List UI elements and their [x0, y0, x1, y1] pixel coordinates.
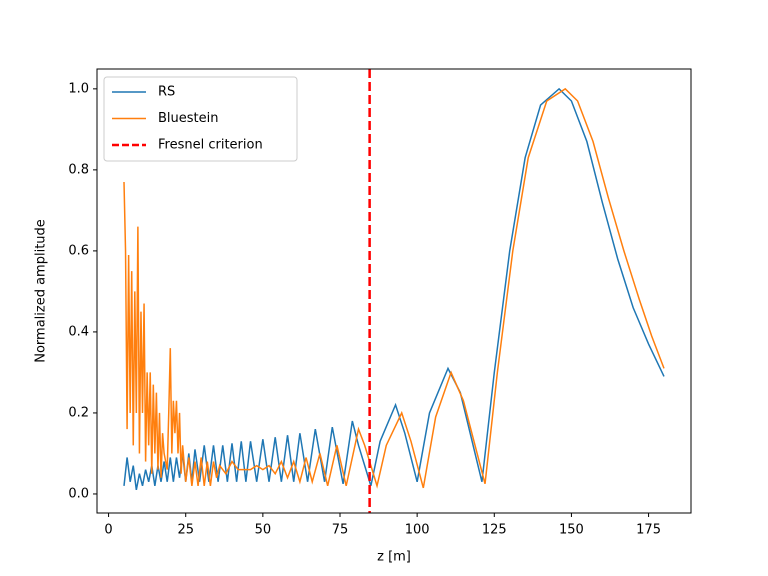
y-tick-label: 0.2 — [68, 405, 89, 420]
legend-label: Bluestein — [158, 111, 219, 126]
x-tick-label: 50 — [255, 523, 272, 538]
legend-label: RS — [158, 85, 175, 100]
y-tick-label: 0.6 — [68, 243, 89, 258]
line-series — [123, 87, 665, 491]
x-tick-label: 150 — [559, 523, 584, 538]
y-tick-label: 1.0 — [68, 81, 89, 96]
legend-box — [103, 76, 298, 162]
y-tick-label: 0.0 — [68, 486, 89, 501]
x-axis-label: z [m] — [377, 550, 411, 565]
line-series — [123, 87, 665, 489]
legend-label: Fresnel criterion — [158, 138, 263, 153]
x-tick-label: 75 — [332, 523, 349, 538]
x-tick-label: 0 — [104, 523, 112, 538]
x-tick-label: 25 — [177, 523, 194, 538]
plot-frame — [96, 68, 692, 514]
y-tick-label: 0.4 — [68, 324, 89, 339]
x-tick-label: 125 — [482, 523, 507, 538]
x-tick-label: 100 — [405, 523, 430, 538]
x-tick-label: 175 — [636, 523, 661, 538]
y-tick-label: 0.8 — [68, 162, 89, 177]
y-axis-label: Normalized amplitude — [34, 219, 49, 363]
